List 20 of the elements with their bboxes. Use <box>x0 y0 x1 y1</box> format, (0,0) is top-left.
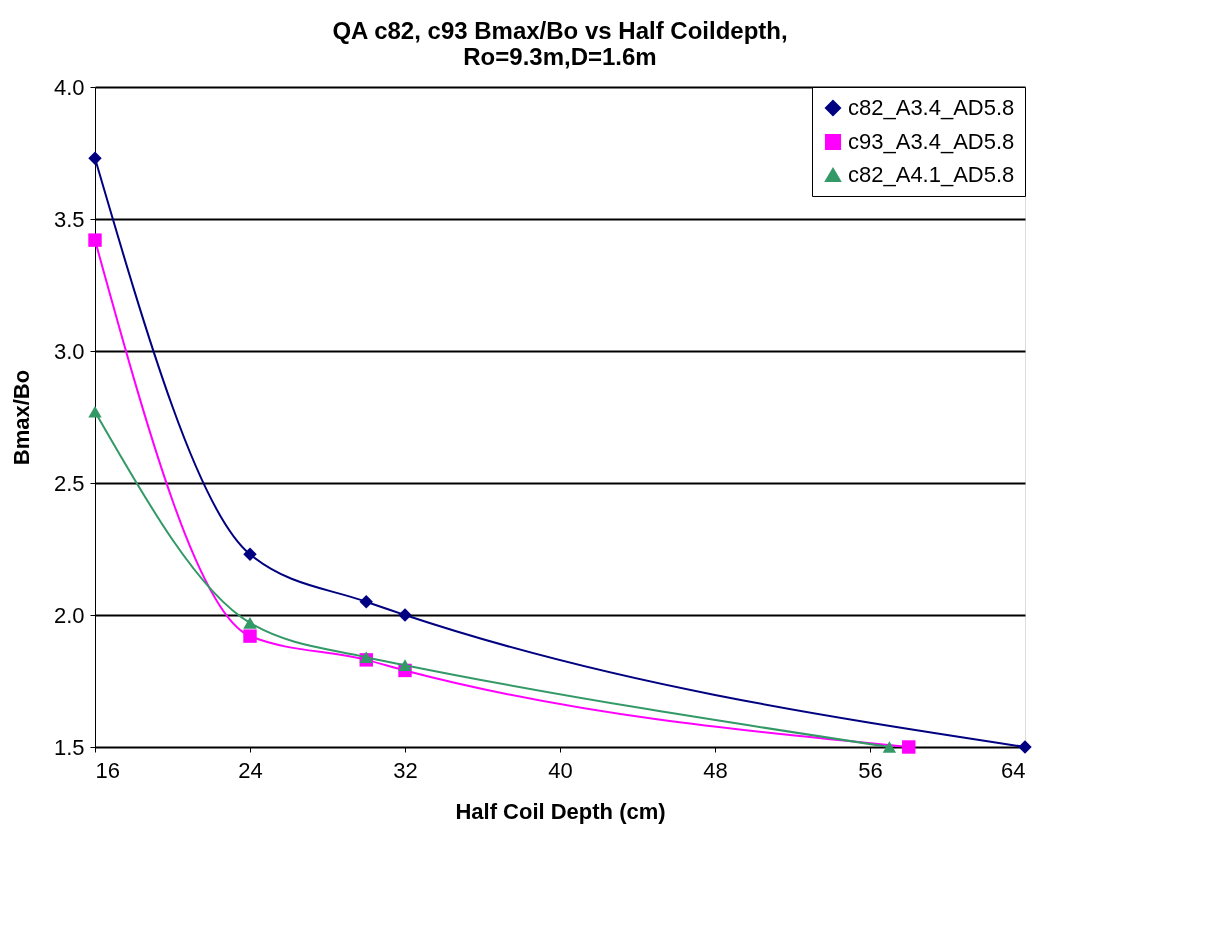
y-tick-label: 2.5 <box>53 470 85 496</box>
x-tick-label: 56 <box>858 757 883 783</box>
text: Ro=9.3m,D=1.6m <box>463 43 657 70</box>
legend-label: c82_A4.1_AD5.8 <box>848 162 1015 187</box>
legend-label: c93_A3.4_AD5.8 <box>848 129 1015 154</box>
y-tick-label: 4.0 <box>53 74 85 100</box>
x-tick-label: 48 <box>703 757 728 783</box>
text: QA c82, c93 Bmax/Bo vs Half Coildepth, <box>332 17 788 44</box>
x-tick-label: 64 <box>1001 757 1026 783</box>
y-tick-label: 3.5 <box>53 206 85 232</box>
x-axis-title: Half Coil Depth (cm) <box>455 798 666 824</box>
y-axis-title: Bmax/Bo <box>8 369 34 466</box>
y-tick-label: 1.5 <box>53 734 85 760</box>
x-tick-label: 16 <box>95 757 120 783</box>
x-tick-label: 24 <box>238 757 263 783</box>
y-tick-label: 3.0 <box>53 338 85 364</box>
x-tick-label: 32 <box>393 757 418 783</box>
y-tick-label: 2.0 <box>53 602 85 628</box>
legend-label: c82_A3.4_AD5.8 <box>848 95 1015 120</box>
x-tick-label: 40 <box>548 757 573 783</box>
